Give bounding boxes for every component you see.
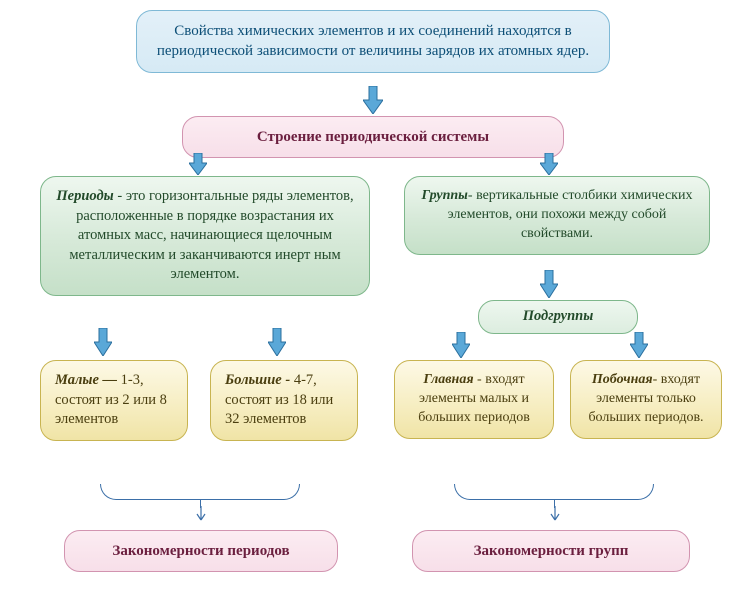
groups-title: Группы — [422, 188, 468, 203]
arrow-down-icon — [363, 86, 383, 114]
groups-text: - вертикальные столбики химических элеме… — [448, 188, 693, 241]
main-subgroup-node: Главная - входят элементы малых и больши… — [394, 360, 554, 439]
structure-node: Строение периодической системы — [182, 116, 564, 158]
bracket — [454, 484, 654, 500]
small-title: Малые — — [55, 372, 117, 388]
big-periods-node: Большие - 4-7, состоят из 18 или 32 элем… — [210, 360, 358, 441]
arrow-down-icon — [452, 332, 470, 358]
periods-node: Периоды - это горизонтальные ряды элемен… — [40, 176, 370, 296]
main-sub-title: Главная — [423, 372, 473, 387]
arrow-down-icon — [540, 153, 558, 175]
arrow-down-icon — [94, 328, 112, 356]
arrow-down-icon — [630, 332, 648, 358]
periods-title: Периоды — [56, 188, 113, 204]
arrow-down-icon — [268, 328, 286, 356]
small-periods-node: Малые — 1-3, состоят из 2 или 8 элементо… — [40, 360, 188, 441]
bracket — [100, 484, 300, 500]
groups-node: Группы- вертикальные столбики химических… — [404, 176, 710, 255]
groups-law-node: Закономерности групп — [412, 530, 690, 572]
bracket-arrowhead-icon — [196, 506, 206, 526]
bracket-arrowhead-icon — [550, 506, 560, 526]
arrow-down-icon — [540, 270, 558, 298]
arrow-down-icon — [189, 153, 207, 175]
periods-law-node: Закономерности периодов — [64, 530, 338, 572]
side-subgroup-node: Побочная- входят элементы только больших… — [570, 360, 722, 439]
side-sub-title: Побочная — [592, 372, 653, 387]
subgroups-title: Подгруппы — [523, 308, 594, 324]
root-node: Свойства химических элементов и их соеди… — [136, 10, 610, 73]
big-title: Большие - — [225, 372, 290, 388]
subgroups-node: Подгруппы — [478, 300, 638, 334]
